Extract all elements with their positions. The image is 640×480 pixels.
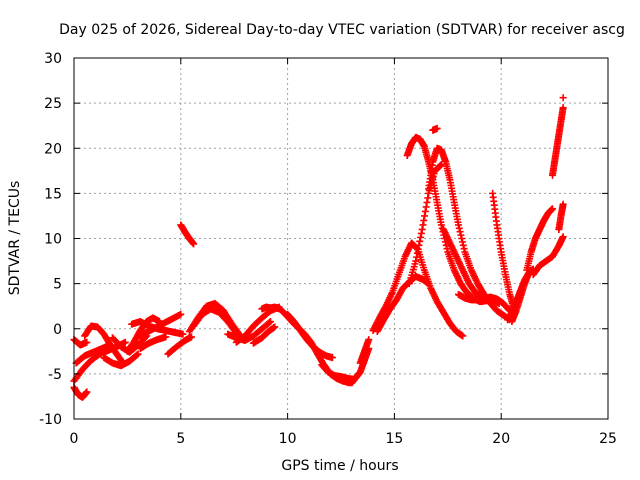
- data-point: [559, 104, 567, 112]
- y-tick-label: 20: [44, 141, 62, 157]
- y-tick-label: -10: [39, 412, 62, 428]
- data-point: [413, 249, 421, 257]
- series-arc-38: [555, 200, 567, 233]
- series-arc-24: [356, 336, 373, 367]
- axis-ticks: [73, 57, 609, 420]
- data-point: [559, 233, 567, 241]
- data-point: [421, 207, 429, 215]
- data-point: [456, 228, 464, 236]
- data-point: [365, 336, 373, 344]
- x-tick-label: 25: [599, 431, 617, 447]
- data-point: [177, 310, 185, 318]
- x-tick-label: 10: [279, 431, 297, 447]
- series-arc-25: [369, 239, 467, 340]
- series-arc-13: [177, 221, 198, 248]
- data-point: [419, 221, 427, 229]
- x-axis-label: GPS time / hours: [281, 458, 398, 474]
- data-point: [83, 388, 91, 396]
- data-point: [424, 194, 432, 202]
- data-point: [267, 318, 275, 326]
- series-arc-01: [70, 336, 91, 349]
- data-point: [548, 205, 556, 213]
- data-point: [423, 198, 431, 206]
- series-arc-37: [529, 233, 567, 279]
- y-tick-label: 30: [44, 51, 62, 67]
- data-point: [413, 253, 421, 261]
- data-point: [460, 245, 468, 253]
- data-point: [187, 333, 195, 341]
- x-tick-label: 0: [70, 431, 79, 447]
- x-tick-label: 5: [176, 431, 185, 447]
- data-point: [457, 231, 465, 239]
- data-point: [421, 212, 429, 220]
- data-point: [328, 354, 336, 362]
- y-axis-label: SDTVAR / TECUs: [7, 181, 23, 296]
- data-point: [190, 240, 198, 248]
- data-point: [121, 338, 129, 346]
- data-point: [437, 221, 445, 229]
- series-arc-40: [559, 94, 567, 102]
- x-tick-label: 20: [492, 431, 510, 447]
- series-arc-22: [318, 361, 358, 383]
- data-point: [415, 241, 423, 249]
- data-point: [412, 257, 420, 265]
- data-point: [422, 203, 430, 211]
- tick-labels: 0 5 10 15 20 25 -10 -5 0 5 10 15 20 25 30: [39, 51, 617, 447]
- data-point: [416, 237, 424, 245]
- data-point: [418, 225, 426, 233]
- series-arc-39: [548, 104, 567, 179]
- data-point: [417, 229, 425, 237]
- y-tick-label: 5: [53, 277, 62, 293]
- series-arc-12: [164, 333, 195, 358]
- y-tick-label: -5: [48, 367, 62, 383]
- series-arc-35: [508, 269, 533, 326]
- series-arc-02: [70, 383, 91, 401]
- data-point: [134, 350, 142, 358]
- data-point: [458, 238, 466, 246]
- data-point: [179, 330, 187, 338]
- data-point: [454, 221, 462, 229]
- data-point: [458, 235, 466, 242]
- data-point: [83, 338, 91, 346]
- data-point: [459, 332, 467, 340]
- series-arc-21: [284, 310, 336, 362]
- series-arc-36: [523, 205, 556, 274]
- data-point: [455, 224, 463, 232]
- series-arc-26: [373, 272, 433, 335]
- data-point: [433, 124, 441, 132]
- chart-title: Day 025 of 2026, Sidereal Day-to-day VTE…: [59, 22, 625, 38]
- data-point: [425, 280, 433, 288]
- x-tick-label: 15: [385, 431, 403, 447]
- data-point: [265, 318, 273, 326]
- data-point: [162, 333, 170, 341]
- y-tick-label: 15: [44, 186, 62, 202]
- y-tick-label: 25: [44, 96, 62, 112]
- data-point: [459, 241, 467, 249]
- data-point: [133, 351, 141, 359]
- series-arc-18: [249, 323, 279, 347]
- series-arc-19: [258, 303, 283, 313]
- data-point: [414, 245, 422, 253]
- data-point: [559, 94, 567, 102]
- data-point: [271, 323, 279, 331]
- series-arc-29: [429, 124, 441, 134]
- series-arc-06: [100, 350, 142, 370]
- y-tick-label: 0: [53, 322, 62, 338]
- data-point: [559, 200, 567, 208]
- series-arc-11: [136, 333, 170, 353]
- y-tick-label: 10: [44, 232, 62, 248]
- series-arc-10: [134, 310, 185, 340]
- data-point: [417, 233, 425, 241]
- data-point: [420, 216, 428, 224]
- series-arc-32: [454, 290, 514, 315]
- data-markers: [70, 94, 567, 401]
